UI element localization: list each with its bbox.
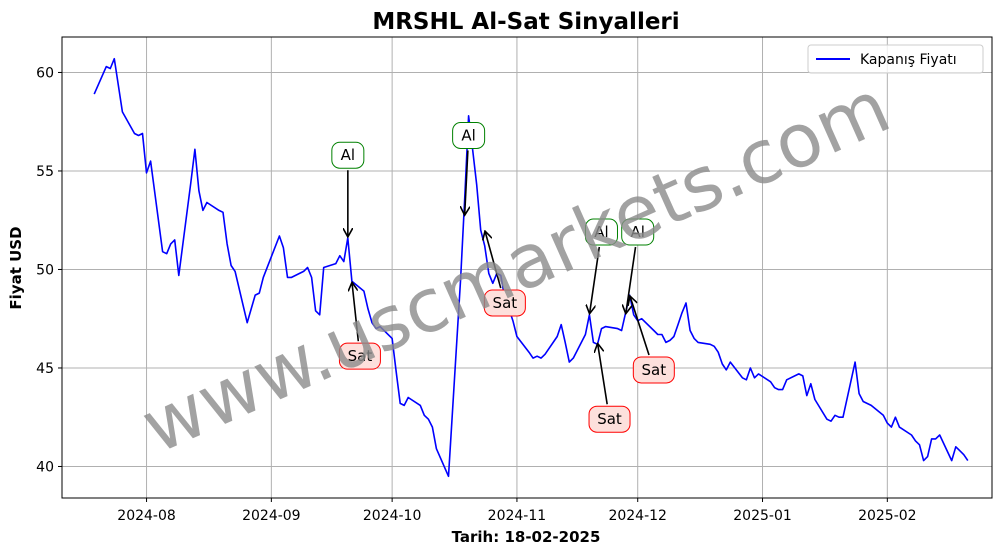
annotation-label: Sat [642,361,667,379]
sell-signal-annotation: Sat [588,344,631,433]
axis-ticks: 40 45 50 55 60 2024-08 2024-09 2024-10 2024-11 20… [36,65,916,524]
annotation-arrow [630,297,650,356]
price-series-line [93,57,969,478]
x-axis-label: Tarih: 18-02-2025 [452,528,601,546]
annotation-arrow [590,246,601,313]
x-tick-label: 2024-09 [242,508,301,524]
annotation-box [621,218,655,246]
buy-signal-annotation: Al [331,141,365,236]
sell-signal-annotation: Sat [630,297,675,384]
sell-signal-annotation: Sat [338,283,381,370]
annotation-arrow [465,150,468,215]
annotation-box [483,289,526,317]
annotation-arrow [352,283,360,342]
annotation-arrow [598,344,608,405]
grid [62,37,992,498]
legend: Kapanış Fiyatı [807,44,984,74]
annotation-box [584,218,618,246]
annotation-label: Al [594,223,608,241]
annotation-label: Sat [597,410,622,428]
annotation-label: Sat [348,347,373,365]
annotation-label: Al [341,146,355,164]
x-tick-label: 2024-11 [488,508,547,524]
annotation-box [632,356,675,384]
x-tick-label: 2025-01 [733,508,792,524]
x-tick-label: 2024-08 [117,508,176,524]
annotation-label: Sat [493,294,518,312]
buy-signal-annotation: Al [584,218,618,313]
sell-signal-annotation: Sat [483,232,526,317]
plot-frame [61,36,993,499]
annotation-arrow [485,232,502,289]
y-tick-label: 55 [36,164,54,180]
x-tick-label: 2024-10 [363,508,422,524]
annotation-box [331,141,365,169]
legend-label: Kapanış Fiyatı [860,52,957,68]
y-tick-label: 45 [36,361,54,377]
chart-title: MRSHL Al-Sat Sinyalleri [372,9,679,35]
buy-signal-annotation: Al [452,122,486,215]
x-tick-label: 2025-02 [858,508,917,524]
y-tick-label: 40 [36,459,54,475]
price-line-group [93,57,969,478]
signal-annotations: Al Sat Al Sat Al Sat Al Sat [331,122,675,433]
annotation-label: Al [630,223,644,241]
legend-box [807,44,984,74]
annotation-box [338,342,381,370]
y-tick-label: 50 [36,262,54,278]
annotation-label: Al [461,127,475,145]
annotation-box [588,405,631,433]
y-tick-label: 60 [36,65,54,81]
x-tick-label: 2024-12 [608,508,667,524]
annotation-box [452,122,486,150]
y-axis-label: Fiyat USD [7,226,25,309]
